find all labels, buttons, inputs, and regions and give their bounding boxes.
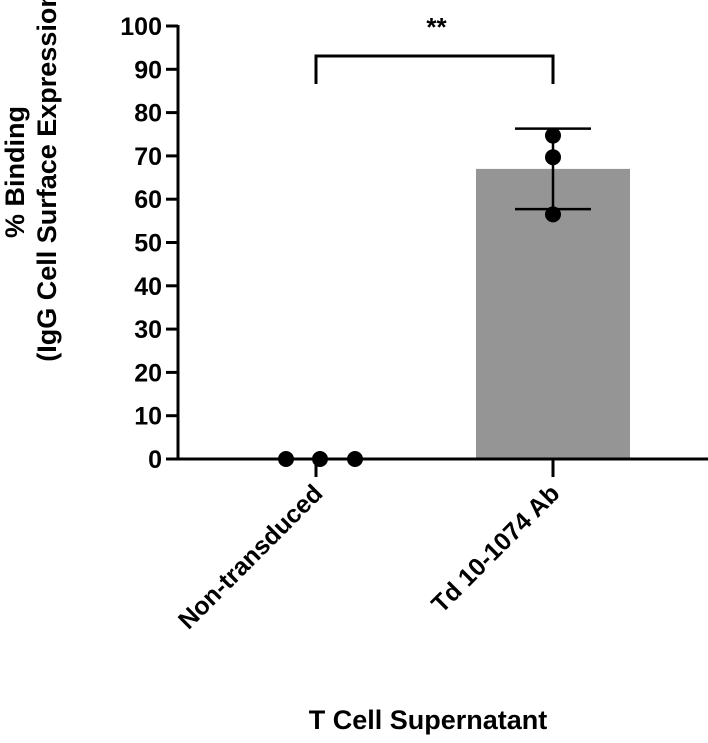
y-tick-label-60: 60 <box>134 186 162 214</box>
significance-label: ** <box>426 12 447 42</box>
y-tick-label-30: 30 <box>134 316 162 344</box>
data-point-2-1 <box>545 206 561 223</box>
x-axis-label: T Cell Supernatant <box>309 705 548 735</box>
data-point-1-3 <box>347 451 363 467</box>
x-ticks: Non-transduced Td 10-1074 Ab <box>173 459 565 635</box>
y-tick-label-10: 10 <box>134 403 162 431</box>
data-point-2-2 <box>545 149 561 166</box>
data-point-2-3 <box>545 127 561 144</box>
y-tick-label-0: 0 <box>148 446 162 474</box>
y-tick-label-80: 80 <box>134 100 162 128</box>
y-tick-label-100: 100 <box>120 13 162 41</box>
y-tick-label-20: 20 <box>134 359 162 387</box>
y-axis-label-line2: (IgG Cell Surface Expression) <box>32 0 62 362</box>
x-tick-label-1: Non-transduced <box>173 479 328 634</box>
significance-bracket-line <box>314 54 555 84</box>
y-axis-label-line1: % Binding <box>0 106 30 238</box>
data-point-1-1 <box>278 451 294 467</box>
y-ticks: 0 10 20 30 40 50 60 70 80 90 100 <box>120 13 178 474</box>
x-tick-label-2: Td 10-1074 Ab <box>426 479 565 618</box>
y-tick-label-50: 50 <box>134 230 162 258</box>
data-point-1-2 <box>312 451 328 467</box>
y-tick-label-40: 40 <box>134 273 162 301</box>
y-tick-label-70: 70 <box>134 143 162 171</box>
y-tick-label-90: 90 <box>134 56 162 84</box>
data-points <box>278 127 561 467</box>
significance-bracket: ** <box>314 12 555 84</box>
